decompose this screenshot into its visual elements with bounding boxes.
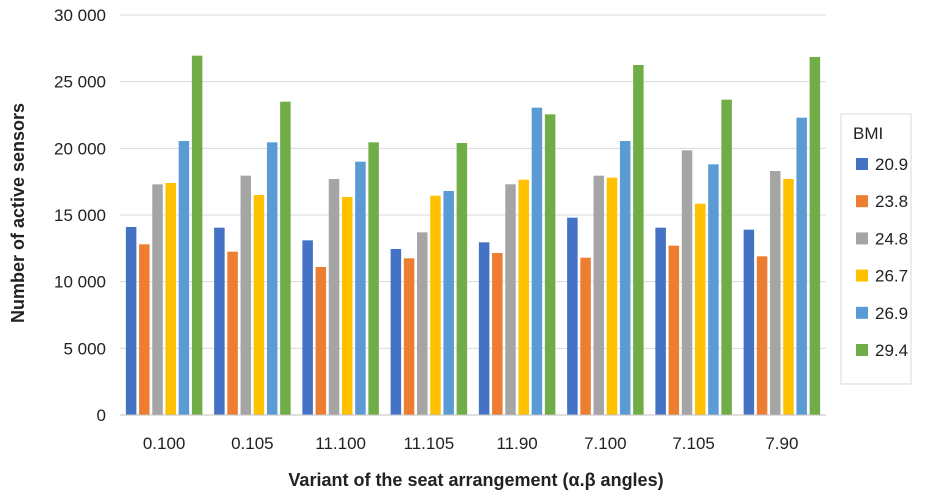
legend-swatch — [856, 306, 868, 319]
x-tick-label: 7.105 — [672, 434, 715, 453]
bar — [756, 256, 768, 415]
bar — [593, 175, 605, 415]
bar — [139, 244, 150, 415]
bar — [619, 141, 631, 415]
bar — [770, 171, 781, 415]
bar — [655, 227, 666, 415]
bar — [796, 117, 807, 416]
bar — [165, 183, 176, 415]
bar — [443, 191, 454, 415]
y-tick-label: 5 000 — [63, 339, 106, 358]
legend-swatch — [856, 269, 868, 282]
y-tick-labels: 0 5 000 10 000 15 000 20 000 25 000 30 000 — [54, 6, 106, 425]
bar — [227, 251, 238, 415]
bar — [505, 184, 516, 415]
bar — [567, 217, 578, 415]
bar — [125, 227, 137, 415]
x-tick-label: 11.100 — [315, 434, 366, 453]
bar — [240, 175, 252, 415]
bar — [531, 107, 543, 416]
legend-label: 23.8 — [875, 192, 908, 211]
bar — [266, 142, 278, 415]
bar — [544, 114, 556, 415]
x-axis-title: Variant of the seat arrangement (α.β ang… — [288, 470, 663, 490]
bar — [152, 184, 163, 415]
legend-swatch — [856, 344, 868, 356]
bar — [708, 164, 719, 415]
legend-items: 20.9 23.8 24.8 26.7 26.9 29.4 — [856, 155, 908, 360]
legend-title: BMI — [853, 124, 883, 143]
legend-swatch — [856, 158, 868, 170]
legend-label: 24.8 — [875, 229, 908, 248]
bar — [478, 242, 490, 415]
bar — [341, 197, 353, 415]
x-tick-label: 7.90 — [765, 434, 798, 453]
bar — [492, 253, 503, 415]
bar — [390, 249, 402, 415]
bar — [694, 203, 706, 415]
y-axis-title: Number of active sensors — [8, 103, 28, 323]
bar — [214, 227, 225, 415]
bar — [681, 150, 693, 415]
bar — [403, 258, 415, 415]
bar — [430, 195, 441, 415]
x-tick-labels: 0.100 0.105 11.100 11.105 11.90 7.100 7.105 7.9… — [143, 434, 799, 453]
bar — [355, 161, 366, 415]
bar — [633, 65, 644, 415]
legend-label: 26.9 — [875, 304, 908, 323]
legend-box — [840, 113, 912, 385]
bar — [606, 177, 618, 415]
bar — [518, 179, 529, 415]
y-tick-label: 0 — [97, 406, 106, 425]
x-tick-label: 0.100 — [143, 434, 186, 453]
bar — [191, 55, 203, 416]
legend-label: 26.7 — [875, 267, 908, 286]
bar — [783, 179, 794, 415]
y-tick-label: 30 000 — [54, 6, 106, 25]
bar — [178, 141, 190, 415]
y-tick-label: 20 000 — [54, 139, 106, 158]
bar — [721, 99, 732, 416]
x-tick-label: 11.90 — [496, 434, 537, 453]
legend: BMI 20.9 23.8 24.8 26.7 26.9 29.4 — [840, 113, 912, 385]
bar — [743, 229, 755, 415]
bar — [280, 101, 291, 416]
gridlines — [120, 14, 826, 349]
bar — [668, 245, 680, 415]
x-tick-label: 11.105 — [404, 434, 455, 453]
bar — [328, 179, 340, 415]
legend-swatch — [856, 195, 868, 208]
legend-label: 20.9 — [875, 155, 908, 174]
y-tick-label: 10 000 — [54, 273, 106, 292]
bar — [315, 267, 327, 415]
bars — [125, 55, 821, 416]
legend-label: 29.4 — [875, 341, 908, 360]
bar — [417, 232, 428, 415]
bar — [302, 240, 313, 415]
bar — [456, 143, 468, 415]
x-tick-label: 0.105 — [231, 434, 274, 453]
bar — [368, 142, 379, 415]
legend-swatch — [856, 232, 868, 245]
x-tick-label: 7.100 — [584, 434, 627, 453]
y-tick-label: 15 000 — [54, 206, 106, 225]
bar — [580, 257, 591, 415]
bar — [809, 57, 821, 415]
bar — [253, 195, 265, 415]
y-tick-label: 25 000 — [54, 73, 106, 92]
